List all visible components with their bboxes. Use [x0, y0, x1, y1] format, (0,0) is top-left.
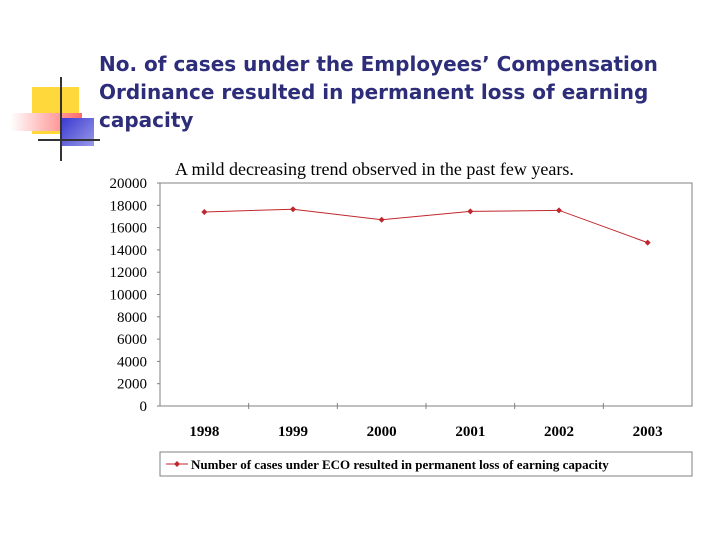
- y-tick-label: 6000: [117, 332, 147, 348]
- chart-subtitle: A mild decreasing trend observed in the …: [175, 159, 574, 179]
- y-tick-label: 14000: [110, 243, 148, 259]
- y-tick-label: 12000: [110, 265, 148, 281]
- series-points: [201, 206, 651, 246]
- data-point: [201, 208, 208, 215]
- legend-box: [159, 451, 693, 477]
- data-point: [467, 208, 474, 215]
- x-tick-label: 1999: [278, 424, 308, 440]
- data-point: [378, 216, 385, 223]
- y-axis-labels: 2000018000160001400012000100008000600040…: [110, 176, 148, 415]
- y-tick-label: 18000: [110, 198, 148, 214]
- data-point: [556, 207, 562, 214]
- x-tick-label: 1998: [189, 424, 219, 440]
- x-tick-label: 2003: [633, 424, 663, 440]
- deco-horizontal-line: [38, 139, 100, 141]
- y-tick-label: 2000: [117, 377, 147, 393]
- deco-vertical-line: [60, 77, 62, 161]
- x-tick-label: 2000: [367, 424, 397, 440]
- x-axis-ticks: [248, 403, 604, 409]
- x-tick-label: 2001: [455, 424, 485, 440]
- x-axis-labels: 1998 1999 2000 2001 2002 2003: [189, 424, 662, 440]
- y-tick-label: 20000: [110, 176, 148, 192]
- y-tick-label: 4000: [117, 354, 147, 370]
- y-tick-label: 10000: [110, 288, 148, 304]
- plot-area: [159, 182, 693, 407]
- legend: Number of cases under ECO resulted in pe…: [159, 451, 693, 477]
- x-tick-label: 2002: [544, 424, 574, 440]
- data-point: [290, 206, 296, 213]
- page-title: No. of cases under the Employees’ Compen…: [99, 52, 658, 132]
- legend-label: Number of cases under ECO resulted in pe…: [191, 457, 609, 472]
- y-tick-label: 16000: [110, 221, 148, 237]
- series-line: [204, 208, 648, 244]
- y-tick-label: 8000: [117, 310, 147, 326]
- legend-marker: [174, 461, 180, 467]
- y-tick-label: 0: [140, 399, 148, 415]
- data-point: [644, 239, 651, 246]
- deco-blue-square: [62, 118, 94, 146]
